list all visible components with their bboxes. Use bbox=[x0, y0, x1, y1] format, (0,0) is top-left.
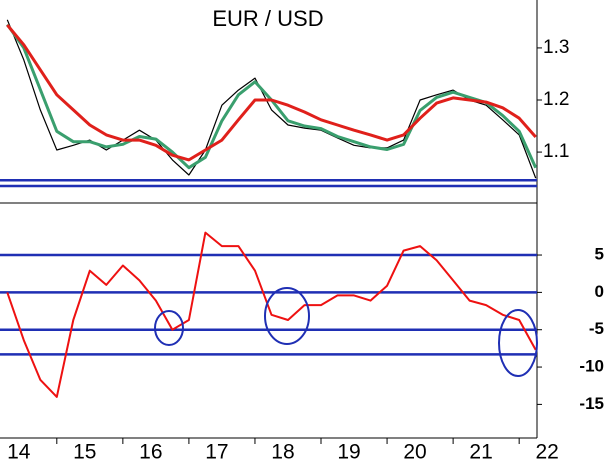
highlight-circle bbox=[498, 309, 538, 377]
highlight-circle bbox=[154, 310, 184, 346]
y-tick-label: 1.1 bbox=[543, 141, 569, 162]
x-tick-label: 19 bbox=[337, 441, 360, 464]
data-line bbox=[6, 231, 537, 398]
y-tick-label: 0 bbox=[595, 282, 604, 301]
x-tick-label: 22 bbox=[535, 441, 558, 464]
marks: 1.1 1.2 1.3 5 0 -5 -10 -15 14 15 16 17 18 19 20 21 22 bbox=[0, 19, 604, 464]
x-tick-label: 14 bbox=[7, 441, 31, 464]
y-tick-label: 1.2 bbox=[543, 89, 569, 110]
y-tick-label: 5 bbox=[595, 245, 604, 264]
x-tick-label: 15 bbox=[73, 441, 96, 464]
y-tick-label: 1.3 bbox=[543, 37, 569, 58]
x-tick-label: 16 bbox=[139, 441, 162, 464]
y-tick-label: -15 bbox=[579, 394, 604, 413]
x-tick-label: 18 bbox=[271, 441, 294, 464]
x-tick-label: 21 bbox=[469, 441, 492, 464]
chart-title: EUR / USD bbox=[212, 6, 323, 31]
y-tick-label: -5 bbox=[589, 319, 604, 338]
x-tick-label: 17 bbox=[205, 441, 228, 464]
x-tick-label: 20 bbox=[403, 441, 426, 464]
highlight-circle bbox=[264, 287, 310, 345]
y-tick-label: -10 bbox=[579, 357, 604, 376]
data-line bbox=[6, 24, 537, 162]
